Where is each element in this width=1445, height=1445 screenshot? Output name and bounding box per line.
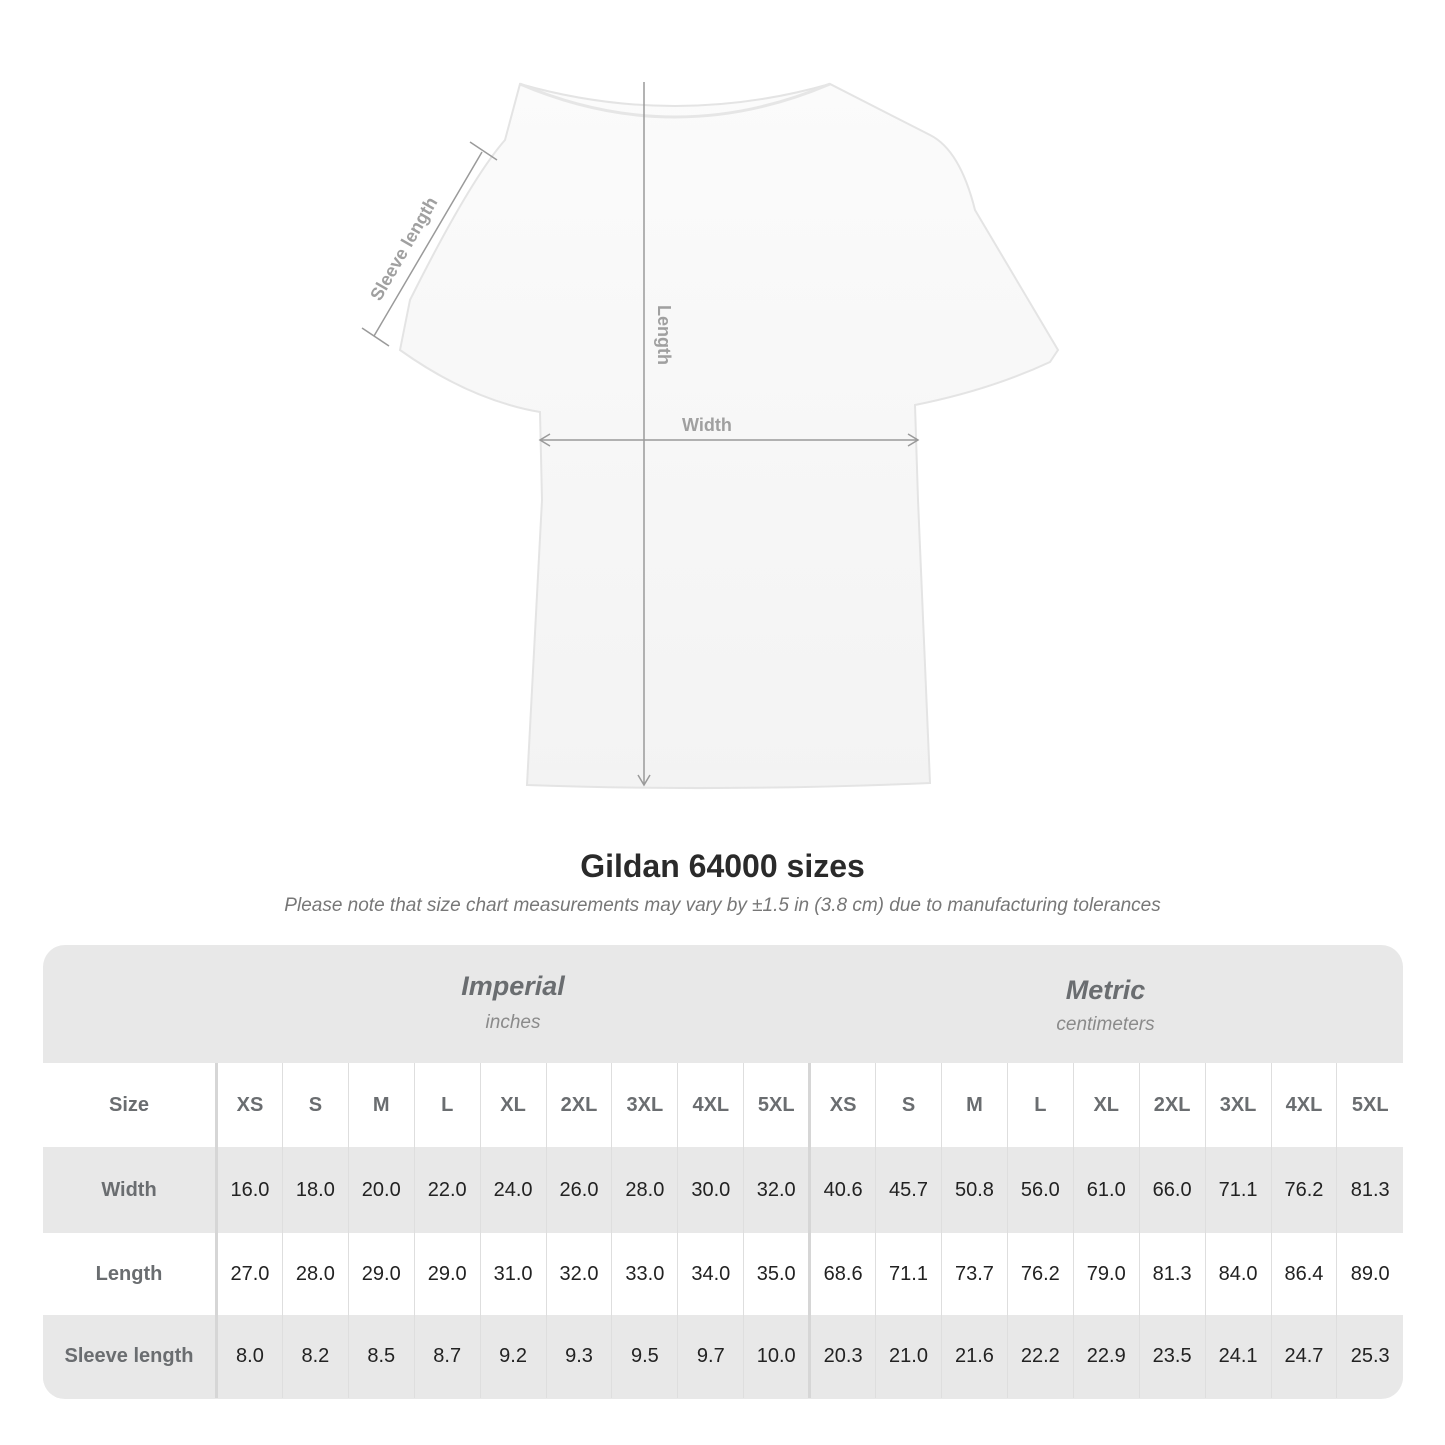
imperial-size-header: M [347,1063,415,1147]
metric-size-header: 4XL [1270,1063,1337,1147]
metric-value-cell: 25.3 [1336,1315,1403,1398]
metric-value-cell: 22.2 [1006,1315,1074,1398]
imperial-unit: inches [485,1012,541,1033]
metric-value-cell: 68.6 [808,1233,876,1315]
imperial-header: Imperial inches [215,945,811,1063]
imperial-value-cell: 31.0 [479,1233,547,1315]
metric-size-header: S [875,1063,942,1147]
metric-value-cell: 89.0 [1336,1233,1403,1315]
imperial-value-cell: 9.5 [611,1315,678,1398]
imperial-value-cell: 9.2 [479,1315,547,1398]
imperial-value-cell: 9.3 [545,1315,612,1398]
metric-size-header: 2XL [1138,1063,1206,1147]
row-label: Width [43,1147,218,1233]
imperial-value-cell: 30.0 [677,1147,744,1233]
tshirt-shape [398,82,1060,790]
imperial-value-cell: 27.0 [216,1233,283,1315]
imperial-value-cell: 18.0 [281,1147,349,1233]
metric-header: Metric centimeters [808,945,1403,1063]
imperial-value-cell: 32.0 [743,1147,810,1233]
metric-size-header: XS [808,1063,876,1147]
metric-value-cell: 71.1 [875,1233,942,1315]
metric-value-cell: 21.0 [875,1315,942,1398]
row-label: Sleeve length [43,1315,218,1398]
metric-value-cell: 61.0 [1072,1147,1140,1233]
metric-size-header: L [1006,1063,1074,1147]
metric-value-cell: 71.1 [1204,1147,1271,1233]
imperial-value-cell: 16.0 [216,1147,283,1233]
imperial-value-cell: 8.5 [347,1315,415,1398]
metric-value-cell: 76.2 [1006,1233,1074,1315]
metric-value-cell: 73.7 [940,1233,1008,1315]
size-table: Size XS S M L XL 2XL 3XL 4XL 5XL XS S M L XL 2XL 3XL 4XL 5… [43,1063,1403,1398]
metric-value-cell: 84.0 [1204,1233,1271,1315]
metric-value-cell: 45.7 [875,1147,942,1233]
size-header-row: Size XS S M L XL 2XL 3XL 4XL 5XL XS S M L XL 2XL 3XL 4XL 5… [43,1063,1403,1147]
table-row: Width 16.0 18.0 20.0 22.0 24.0 26.0 28.0 30.0 32.… [43,1147,1403,1233]
imperial-value-cell: 24.0 [479,1147,547,1233]
imperial-size-header: 4XL [677,1063,744,1147]
tshirt-diagram: Sleeve length Length Width [361,82,1060,790]
tolerance-note: Please note that size chart measurements… [284,895,1161,916]
metric-value-cell: 20.3 [808,1315,876,1398]
metric-value-cell: 24.1 [1204,1315,1271,1398]
row-label: Length [43,1233,218,1315]
metric-value-cell: 21.6 [940,1315,1008,1398]
imperial-value-cell: 29.0 [413,1233,481,1315]
metric-size-header: 5XL [1336,1063,1403,1147]
imperial-value-cell: 34.0 [677,1233,744,1315]
metric-value-cell: 24.7 [1270,1315,1337,1398]
imperial-value-cell: 26.0 [545,1147,612,1233]
measurement-lines [361,82,920,787]
imperial-value-cell: 28.0 [281,1233,349,1315]
metric-value-cell: 79.0 [1072,1233,1140,1315]
metric-title: Metric [1065,975,1146,1005]
metric-size-header: XL [1072,1063,1140,1147]
imperial-value-cell: 29.0 [347,1233,415,1315]
metric-value-cell: 66.0 [1138,1147,1206,1233]
metric-value-cell: 76.2 [1270,1147,1337,1233]
imperial-value-cell: 35.0 [743,1233,810,1315]
imperial-value-cell: 22.0 [413,1147,481,1233]
length-label: Length [654,305,674,365]
table-row: Sleeve length 8.0 8.2 8.5 8.7 9.2 9.3 9.5 9.7 10.… [43,1315,1403,1398]
page-title: Gildan 64000 sizes [580,848,865,884]
imperial-value-cell: 10.0 [743,1315,810,1398]
imperial-value-cell: 8.2 [281,1315,349,1398]
imperial-title: Imperial [461,971,565,1001]
imperial-value-cell: 28.0 [611,1147,678,1233]
imperial-value-cell: 9.7 [677,1315,744,1398]
metric-value-cell: 22.9 [1072,1315,1140,1398]
imperial-value-cell: 8.7 [413,1315,481,1398]
imperial-value-cell: 8.0 [216,1315,283,1398]
imperial-size-header: 3XL [611,1063,678,1147]
imperial-size-header: 2XL [545,1063,612,1147]
imperial-value-cell: 33.0 [611,1233,678,1315]
metric-unit: centimeters [1056,1014,1155,1035]
imperial-size-header: XS [216,1063,283,1147]
metric-value-cell: 81.3 [1138,1233,1206,1315]
metric-size-header: M [940,1063,1008,1147]
metric-value-cell: 56.0 [1006,1147,1074,1233]
imperial-value-cell: 20.0 [347,1147,415,1233]
size-table-card: Imperial inches Metric centimeters Size X… [43,945,1403,1399]
imperial-size-header: L [413,1063,481,1147]
metric-value-cell: 50.8 [940,1147,1008,1233]
imperial-size-header: 5XL [743,1063,810,1147]
width-label: Width [682,415,732,435]
table-row: Length 27.0 28.0 29.0 29.0 31.0 32.0 33.0 34.0 35… [43,1233,1403,1315]
metric-size-header: 3XL [1204,1063,1271,1147]
imperial-size-header: S [281,1063,349,1147]
metric-value-cell: 40.6 [808,1147,876,1233]
size-label: Size [43,1063,218,1147]
imperial-size-header: XL [479,1063,547,1147]
imperial-value-cell: 32.0 [545,1233,612,1315]
metric-value-cell: 86.4 [1270,1233,1337,1315]
metric-value-cell: 23.5 [1138,1315,1206,1398]
metric-value-cell: 81.3 [1336,1147,1403,1233]
